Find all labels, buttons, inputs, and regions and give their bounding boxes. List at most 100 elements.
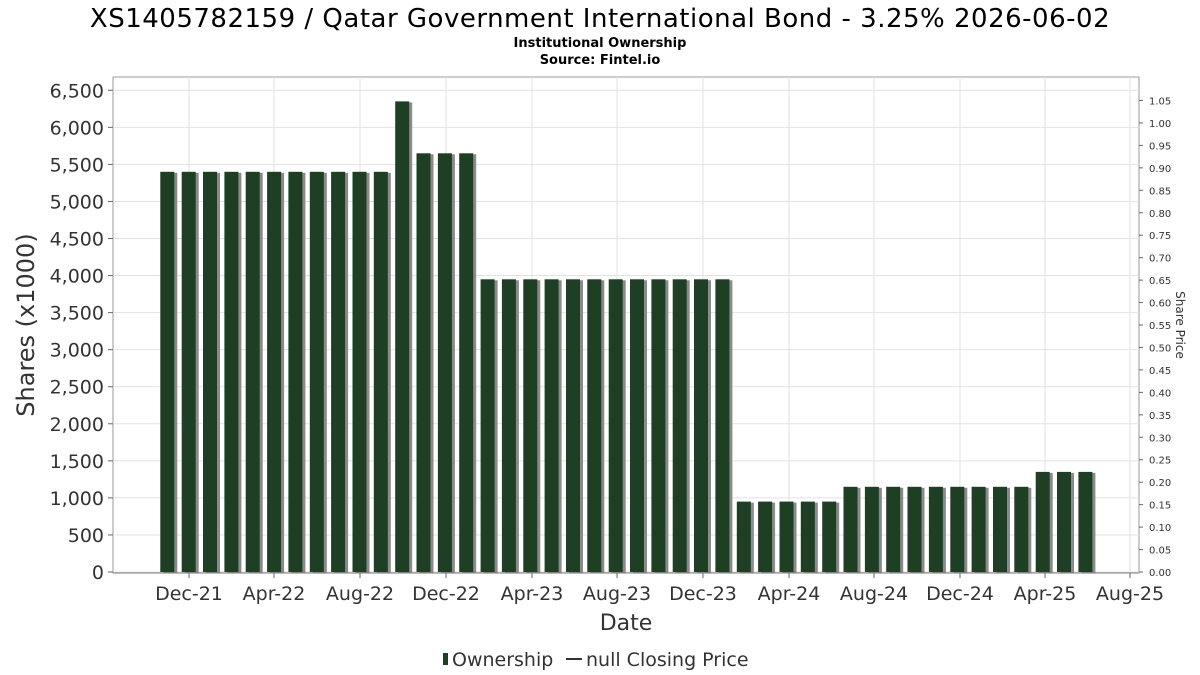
bar <box>160 171 175 573</box>
y2-tick-label: 0.90 <box>1149 164 1171 175</box>
y2-tick-label: 0.00 <box>1149 568 1171 579</box>
y-tick-label: 4,000 <box>50 266 104 288</box>
y2-tick-label: 0.85 <box>1149 186 1171 197</box>
bar <box>800 501 815 572</box>
bar <box>544 279 559 572</box>
bar <box>1078 471 1093 572</box>
y-tick-label: 6,000 <box>50 117 104 139</box>
x-tick-label: Dec-21 <box>155 583 223 605</box>
x-axis: Dec-21 Apr-22 Aug-22 Dec-22 Apr-23 Aug-23 Dec-… <box>113 572 1164 605</box>
y2-tick-label: 0.35 <box>1149 411 1171 422</box>
bar <box>630 279 644 572</box>
legend-ownership-label: Ownership <box>452 649 553 671</box>
y-tick-label: 5,000 <box>50 191 104 213</box>
y2-tick-label: 0.55 <box>1149 321 1171 332</box>
x-tick-label: Dec-22 <box>412 583 480 605</box>
chart-source: Source: Fintel.io <box>540 53 661 68</box>
x-tick-label: Aug-24 <box>840 583 908 605</box>
y2-tick-label: 1.05 <box>1149 97 1171 108</box>
y-tick-label: 0 <box>92 562 104 584</box>
bar <box>1057 471 1071 572</box>
x-tick-label: Aug-22 <box>326 583 394 605</box>
y2-tick-label: 1.00 <box>1149 119 1171 130</box>
y2-tick-label: 0.50 <box>1149 343 1171 354</box>
y-tick-label: 2,500 <box>50 377 104 399</box>
legend-ownership-swatch <box>443 653 448 665</box>
y-tick-label: 2,000 <box>50 414 104 436</box>
x-tick-label: Aug-23 <box>583 583 651 605</box>
bar <box>203 171 217 573</box>
bar <box>907 486 922 572</box>
y2-tick-label: 0.25 <box>1149 456 1171 467</box>
y2-tick-label: 0.95 <box>1149 141 1171 152</box>
bar <box>373 171 388 573</box>
y-tick-label: 4,500 <box>50 229 104 251</box>
bar <box>523 279 538 572</box>
x-axis-label: Date <box>600 611 653 636</box>
bar <box>437 153 452 573</box>
bar <box>566 279 580 572</box>
bar <box>181 171 196 573</box>
bar <box>587 279 602 572</box>
y-tick-label: 500 <box>68 525 104 547</box>
y2-tick-label: 0.70 <box>1149 254 1171 265</box>
bar <box>288 171 303 573</box>
y2-tick-label: 0.20 <box>1149 478 1171 489</box>
bar <box>352 171 367 573</box>
y-axis-right: 0.00 0.05 0.10 0.15 0.20 0.25 0.30 0.35 0.40 0.45… <box>1139 97 1171 579</box>
y2-tick-label: 0.15 <box>1149 501 1171 512</box>
x-tick-label: Apr-25 <box>1014 583 1077 605</box>
y2-tick-label: 0.60 <box>1149 299 1171 310</box>
x-tick-label: Dec-24 <box>926 583 994 605</box>
bar <box>309 171 324 573</box>
bar <box>779 501 794 572</box>
y2-tick-label: 0.45 <box>1149 366 1171 377</box>
bar <box>694 279 708 572</box>
bar <box>501 279 516 572</box>
bar <box>459 153 474 573</box>
bar <box>758 501 773 572</box>
x-tick-label: Apr-22 <box>243 583 306 605</box>
y-tick-label: 1,000 <box>50 488 104 510</box>
bar <box>267 171 282 573</box>
chart-subtitle: Institutional Ownership <box>514 36 687 51</box>
y-tick-label: 3,500 <box>50 303 104 325</box>
bar <box>928 486 943 572</box>
bar <box>1035 471 1050 572</box>
y2-tick-label: 0.30 <box>1149 433 1171 444</box>
x-tick-label: Apr-24 <box>758 583 821 605</box>
bar <box>950 486 965 572</box>
bar <box>843 486 858 572</box>
x-tick-label: Apr-23 <box>501 583 564 605</box>
x-tick-label: Aug-25 <box>1096 583 1164 605</box>
bar <box>245 171 260 573</box>
y-tick-label: 3,000 <box>50 340 104 362</box>
y-tick-label: 1,500 <box>50 451 104 473</box>
y2-tick-label: 0.65 <box>1149 276 1171 287</box>
bar <box>395 101 410 573</box>
bar <box>224 171 239 573</box>
y-axis-left: 0 500 1,000 1,500 2,000 2,500 3,000 3,500 4,000 4… <box>50 80 113 584</box>
bar <box>993 486 1007 572</box>
bar <box>715 279 730 572</box>
bars <box>160 101 1096 574</box>
bar <box>971 486 986 572</box>
y2-tick-label: 0.10 <box>1149 523 1171 534</box>
y-axis-label: Shares (x1000) <box>12 233 40 416</box>
y2-axis-label: Share Price <box>1173 291 1187 359</box>
bar <box>480 279 495 572</box>
y2-tick-label: 0.40 <box>1149 388 1171 399</box>
bar <box>651 279 666 572</box>
legend: Ownership null Closing Price <box>443 649 749 671</box>
chart-title: XS1405782159 / Qatar Government Internat… <box>90 4 1110 34</box>
y2-tick-label: 0.05 <box>1149 546 1171 557</box>
bar <box>672 279 687 572</box>
bar <box>416 153 431 573</box>
bar <box>1014 486 1029 572</box>
legend-price-label: null Closing Price <box>586 649 749 671</box>
bar <box>886 486 901 572</box>
x-tick-label: Dec-23 <box>669 583 737 605</box>
bar <box>608 279 623 572</box>
bar <box>864 486 879 572</box>
